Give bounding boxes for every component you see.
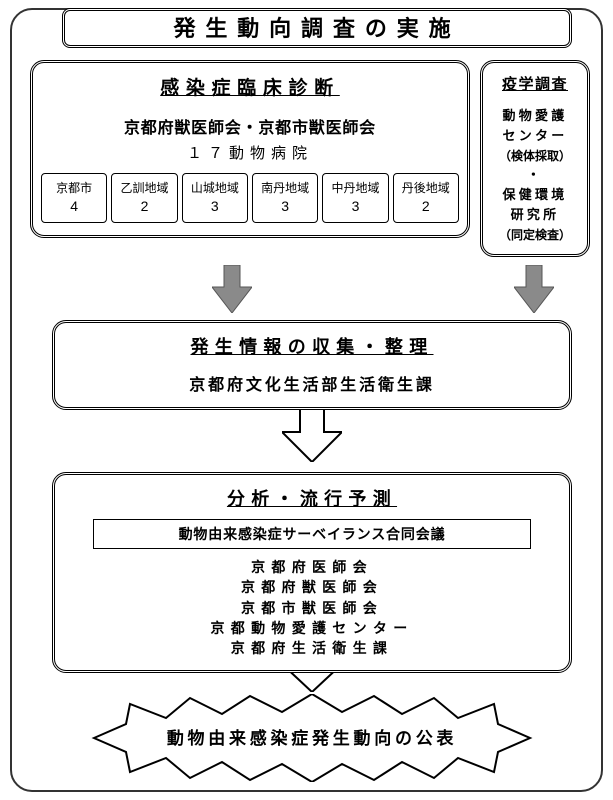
collect-heading: 発生情報の収集・整理 [63,333,561,359]
epi-line: 動物愛護 [487,106,583,126]
analysis-panel: 分析・流行予測 動物由来感染症サーベイランス合同会議 京都府医師会 京都府獣医師… [52,472,572,673]
clinical-association: 京都府獣医師会・京都市獣医師会 [41,114,459,138]
clinical-panel: 感染症臨床診断 京都府獣医師会・京都市獣医師会 １７動物病院 京都市 4 乙訓地… [30,60,470,238]
org-item: 京都市獣医師会 [63,598,561,618]
diagram-frame: 発生動向調査の実施 感染症臨床診断 京都府獣医師会・京都市獣医師会 １７動物病院… [10,8,603,792]
region-count: 3 [325,197,385,217]
region-name: 丹後地域 [396,180,456,197]
epi-line: （同定検査） [487,226,583,245]
region-count: 4 [44,197,104,217]
committee-box: 動物由来感染症サーベイランス合同会議 [93,519,531,549]
region-name: 中丹地域 [325,180,385,197]
diagram-title: 発生動向調査の実施 [62,8,572,48]
region-count: 2 [396,197,456,217]
region-name: 乙訓地域 [114,180,174,197]
publication-text: 動物由来感染症発生動向の公表 [82,724,542,749]
org-item: 京都府医師会 [63,557,561,577]
region-box: 山城地域 3 [182,173,248,223]
region-name: 京都市 [44,180,104,197]
epi-line: 研究所 [487,205,583,225]
epi-line: ・ [487,165,583,185]
region-name: 南丹地域 [255,180,315,197]
analysis-heading: 分析・流行予測 [63,485,561,511]
region-row: 京都市 4 乙訓地域 2 山城地域 3 南丹地域 3 中丹地域 3 丹後地域 2 [41,173,459,223]
grey-arrow-icon [212,265,252,313]
region-count: 3 [255,197,315,217]
clinical-subassociation: １７動物病院 [41,142,459,163]
epidemiology-panel: 疫学調査 動物愛護 センター （検体採取） ・ 保健環境 研究所 （同定検査） [480,60,590,257]
region-box: 京都市 4 [41,173,107,223]
region-name: 山城地域 [185,180,245,197]
region-box: 乙訓地域 2 [111,173,177,223]
clinical-heading: 感染症臨床診断 [41,73,459,100]
region-count: 2 [114,197,174,217]
org-item: 京都動物愛護センター [63,618,561,638]
region-box: 中丹地域 3 [322,173,388,223]
org-list: 京都府医師会 京都府獣医師会 京都市獣医師会 京都動物愛護センター 京都府生活衛… [63,557,561,658]
epi-line: 保健環境 [487,185,583,205]
region-box: 南丹地域 3 [252,173,318,223]
region-count: 3 [185,197,245,217]
org-item: 京都府生活衛生課 [63,638,561,658]
region-box: 丹後地域 2 [393,173,459,223]
epi-line: （検体採取） [487,147,583,166]
org-item: 京都府獣医師会 [63,577,561,597]
outline-arrow-icon [282,406,342,462]
epi-line: センター [487,126,583,146]
grey-arrow-icon [514,265,554,313]
collect-body: 京都府文化生活部生活衛生課 [63,371,561,395]
collect-panel: 発生情報の収集・整理 京都府文化生活部生活衛生課 [52,320,572,410]
epidemiology-heading: 疫学調査 [487,73,583,96]
